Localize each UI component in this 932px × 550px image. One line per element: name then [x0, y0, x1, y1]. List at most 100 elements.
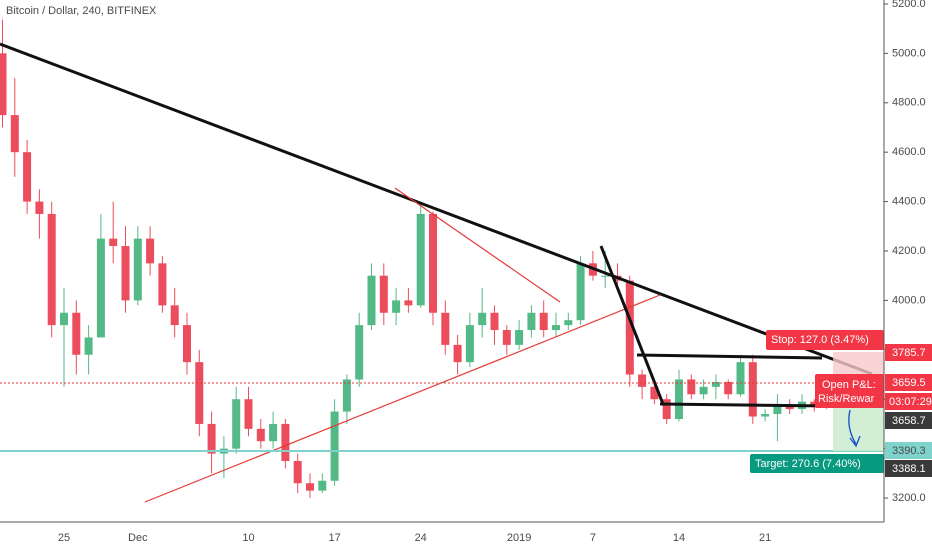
trend-line	[394, 187, 561, 303]
candle-body	[601, 275, 610, 277]
x-tick-label: 21	[759, 532, 771, 544]
price-box	[885, 374, 932, 391]
candle-body	[564, 320, 573, 326]
price-label: 3785.7	[892, 347, 926, 359]
y-tick-label: 4200.0	[892, 245, 926, 257]
y-tick-label: 4600.0	[892, 146, 926, 158]
candle-body	[527, 312, 536, 331]
candle-body	[96, 238, 105, 338]
candle-body	[170, 305, 179, 326]
price-box	[885, 344, 932, 361]
price-box	[885, 442, 932, 459]
candle-body	[367, 275, 376, 326]
candle-body	[453, 344, 462, 363]
candle-body	[84, 337, 93, 355]
y-tick-label: 4800.0	[892, 97, 926, 109]
candle-body	[576, 263, 585, 321]
candle-body	[318, 480, 327, 491]
candle-body	[281, 423, 290, 461]
candle-body	[183, 325, 191, 363]
candle-body	[416, 213, 425, 306]
candle-body	[662, 399, 671, 419]
candle-body	[552, 325, 560, 331]
price-label: 3658.7	[892, 415, 926, 427]
candle-body	[687, 379, 696, 395]
candle-body	[810, 401, 819, 407]
candle-body	[207, 423, 216, 454]
candle-body	[109, 238, 118, 247]
candle-body	[35, 201, 44, 214]
candle-body	[761, 414, 770, 417]
candle-body	[342, 379, 351, 412]
candle-body	[392, 300, 401, 313]
pnl-box	[815, 374, 884, 408]
x-tick-label: 25	[58, 532, 70, 544]
trend-line	[144, 294, 661, 503]
candle-body	[60, 312, 68, 326]
stop-label: Stop: 127.0 (3.47%)	[771, 334, 869, 346]
candle-body	[269, 423, 278, 442]
target-label: Target: 270.6 (7.40%)	[755, 458, 861, 470]
channel-line	[636, 353, 823, 360]
candle-body	[232, 399, 241, 449]
candle-body	[306, 483, 314, 491]
candle-body	[699, 386, 708, 395]
candle-body	[146, 238, 155, 264]
candle-body	[23, 152, 32, 202]
candle-body	[736, 362, 745, 395]
price-box	[885, 412, 932, 429]
candle-body	[429, 213, 437, 313]
price-label: 03:07:29	[889, 396, 932, 408]
trend-line	[0, 42, 873, 376]
candle-body	[10, 115, 19, 153]
candles	[0, 16, 831, 499]
y-tick-label: 5200.0	[892, 0, 926, 10]
candle-body	[158, 263, 167, 306]
candle-body	[379, 275, 388, 313]
candle-body	[650, 386, 659, 400]
candle-body	[675, 379, 683, 419]
candle-body	[773, 404, 782, 415]
candle-body	[0, 53, 7, 116]
candle-body	[121, 246, 130, 301]
candle-body	[490, 312, 499, 331]
x-tick-label: 17	[328, 532, 340, 544]
candle-body	[465, 325, 474, 363]
candle-body	[293, 460, 302, 484]
price-label: 3388.1	[892, 463, 926, 475]
x-tick-label: 7	[590, 532, 596, 544]
candle-body	[404, 300, 413, 306]
y-tick-label: 5000.0	[892, 47, 926, 59]
candle-body	[330, 411, 339, 481]
y-tick-label: 4400.0	[892, 195, 926, 207]
x-tick-label: 24	[415, 532, 427, 544]
candle-body	[256, 428, 265, 442]
price-label: 3659.5	[892, 377, 926, 389]
y-tick-label: 4000.0	[892, 294, 926, 306]
title-bg	[0, 0, 182, 20]
candle-body	[478, 312, 487, 326]
candle-body	[711, 381, 720, 387]
candle-body	[72, 312, 81, 355]
target-label-box	[750, 454, 884, 473]
chart-title: Bitcoin / Dollar, 240, BITFINEX	[6, 5, 157, 17]
x-tick-label: 10	[242, 532, 254, 544]
arrow	[848, 409, 861, 448]
candle-body	[47, 213, 56, 326]
x-tick-label: 2019	[507, 532, 531, 544]
candle-body	[625, 280, 634, 375]
risk-label: Risk/Rewar	[818, 393, 875, 405]
candle-body	[195, 362, 204, 424]
trend-line	[599, 245, 665, 405]
pnl-label: Open P&L:	[822, 379, 876, 391]
candle-body	[539, 312, 548, 331]
candle-body	[638, 374, 647, 387]
candle-body	[441, 312, 450, 345]
price-box	[885, 460, 932, 477]
candle-body	[515, 330, 524, 345]
candle-body	[502, 330, 511, 345]
candle-body	[724, 381, 733, 395]
price-label: 3390.3	[892, 445, 926, 457]
candle-body	[244, 399, 253, 429]
